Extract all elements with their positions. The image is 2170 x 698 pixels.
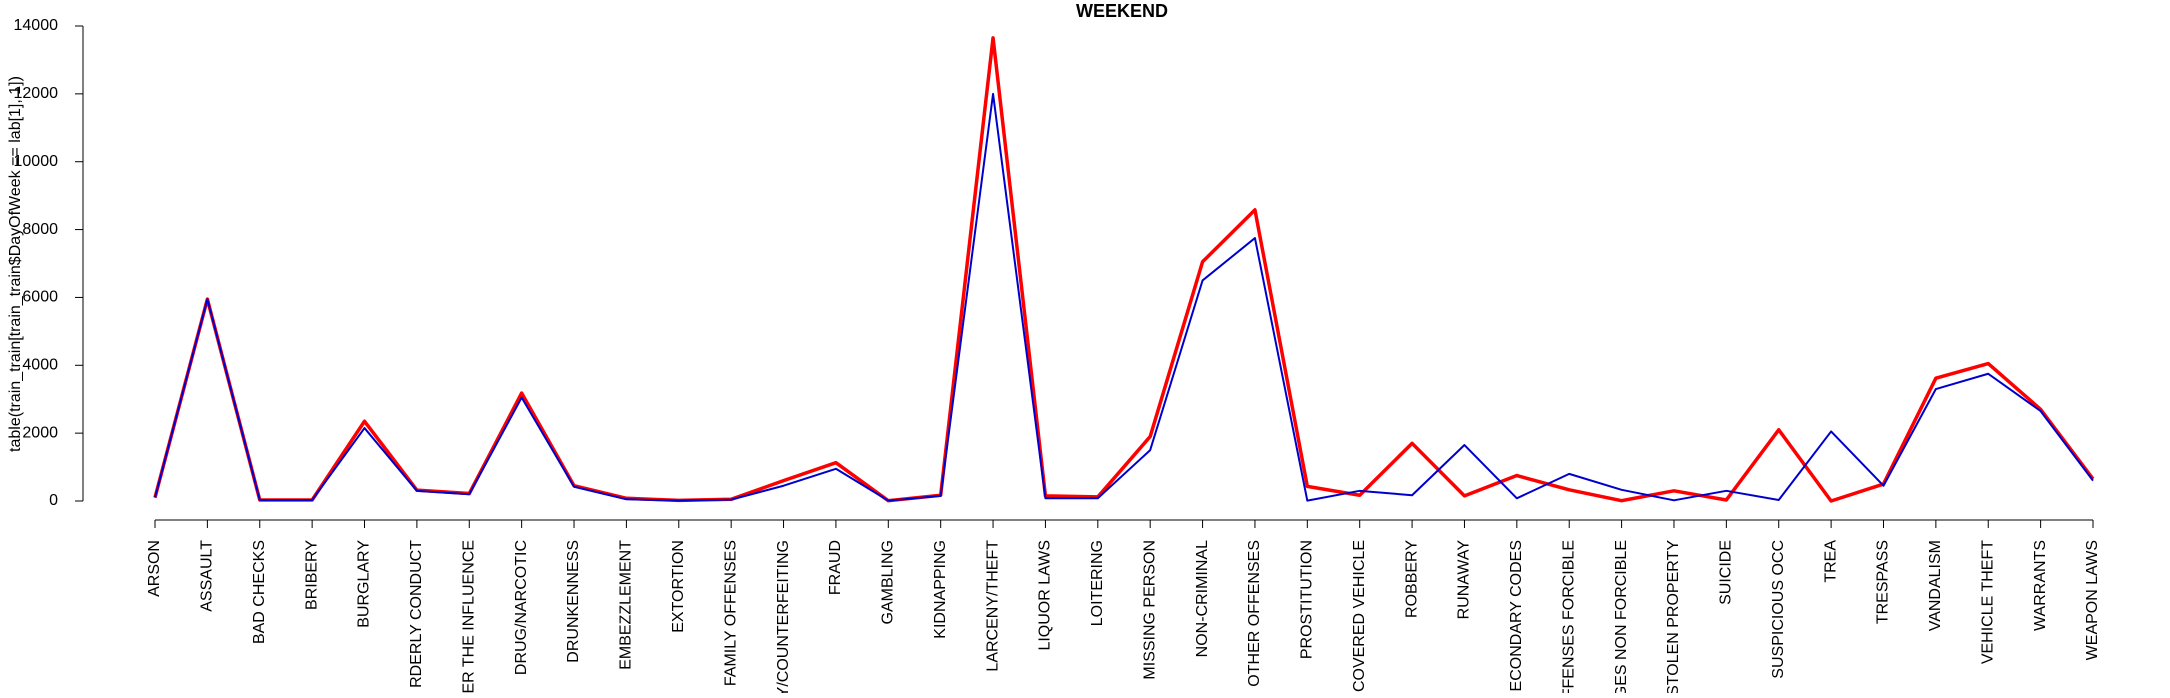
x-tick-label: VEHICLE THEFT [1979,540,1996,664]
x-tick-label: ARSON [146,540,163,597]
x-tick-label: ASSAULT [199,540,216,612]
series-line [153,36,2095,503]
x-tick-label: LIQUOR LAWS [1037,540,1054,651]
x-tick-label: STOLEN PROPERTY [1665,540,1682,693]
x-tick-label: RUNAWAY [1456,540,1473,620]
x-tick-label: EMBEZZLEMENT [618,540,635,670]
x-tick-label: FFENSES FORCIBLE [1560,540,1577,693]
x-tick-label: MISSING PERSON [1141,540,1158,680]
x-tick-label: FRAUD [827,540,844,595]
x-tick-label: LOITERING [1089,540,1106,626]
x-tick-label: NON-CRIMINAL [1194,540,1211,657]
series-line [154,92,2094,502]
x-tick-label: BRIBERY [303,540,320,610]
x-tick-label: WEAPON LAWS [2084,540,2101,660]
x-tick-label: BURGLARY [356,540,373,628]
x-tick-label: OTHER OFFENSES [1246,540,1263,687]
x-tick-label: DRUG/NARCOTIC [513,540,530,675]
x-tick-label: ER THE INFLUENCE [460,540,477,693]
x-tick-label: LARCENY/THEFT [984,540,1001,672]
x-tick-label: ECONDARY CODES [1508,540,1525,691]
y-tick-label: 2000 [22,424,58,441]
x-tick-label: VANDALISM [1927,540,1944,631]
x-tick-label: GAMBLING [880,540,897,624]
x-tick-label: ROBBERY [1403,540,1420,618]
x-tick-label: PROSTITUTION [1299,540,1316,659]
y-tick-label: 6000 [22,289,58,306]
x-tick-label: SUICIDE [1718,540,1735,605]
x-tick-label: KIDNAPPING [932,540,949,639]
y-tick-label: 4000 [22,357,58,374]
y-tick-label: 0 [49,492,58,509]
x-tick-label: Y/COUNTERFEITING [775,540,792,693]
x-tick-label: BAD CHECKS [251,540,268,644]
x-tick-label: WARRANTS [2032,540,2049,631]
x-tick-label: TRESPASS [1875,540,1892,624]
x-tick-label: TREA [1822,540,1839,583]
x-tick-label: GES NON FORCIBLE [1613,540,1630,693]
y-tick-label: 10000 [14,153,59,170]
x-tick-label: COVERED VEHICLE [1351,540,1368,692]
x-tick-label: EXTORTION [670,540,687,633]
y-tick-label: 8000 [22,221,58,238]
x-tick-label: FAMILY OFFENSES [722,540,739,686]
x-tick-label: DRUNKENNESS [565,540,582,663]
y-tick-label: 12000 [14,85,59,102]
chart-title: WEEKEND [1076,1,1168,21]
x-tick-label: RDERLY CONDUCT [408,540,425,688]
x-tick-label: SUSPICIOUS OCC [1770,540,1787,679]
y-tick-label: 14000 [14,17,59,34]
y-axis-label: table(train_train[train_train$DayOfWeek … [7,76,24,452]
